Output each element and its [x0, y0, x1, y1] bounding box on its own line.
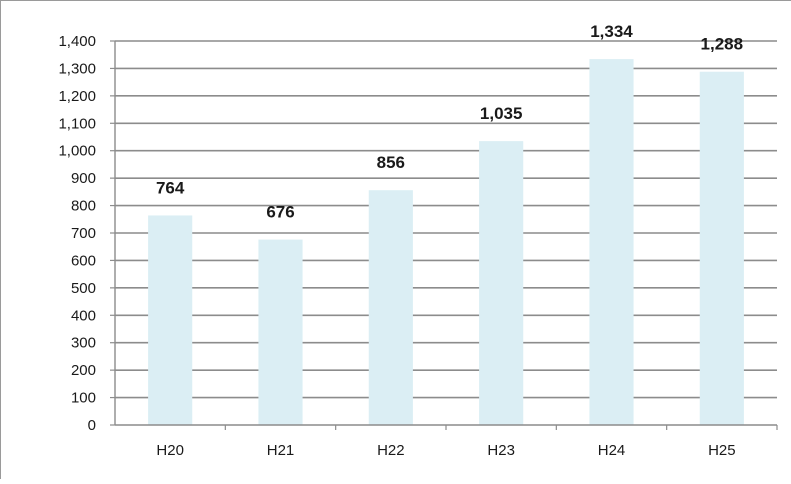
y-tick-label: 300 — [71, 335, 96, 352]
x-tick-label: H22 — [377, 442, 405, 459]
y-tick-label: 800 — [71, 198, 96, 215]
bars — [148, 59, 744, 426]
y-tick-label: 400 — [71, 307, 96, 324]
y-tick-label: 200 — [71, 362, 96, 379]
data-label: 1,288 — [701, 35, 744, 54]
bar-h20 — [148, 215, 193, 425]
y-tick-label: 1,400 — [58, 33, 96, 50]
bar-h23 — [479, 141, 524, 425]
y-tick-label: 1,000 — [58, 143, 96, 160]
x-tick-label: H21 — [267, 442, 295, 459]
x-tick-label: H25 — [708, 442, 736, 459]
y-tick-label: 900 — [71, 170, 96, 187]
bar-h22 — [368, 190, 413, 425]
bar-h21 — [258, 239, 303, 425]
y-tick-label: 600 — [71, 252, 96, 269]
bar-h25 — [699, 71, 744, 425]
y-tick-label: 1,100 — [58, 115, 96, 132]
x-tick-label: H23 — [487, 442, 515, 459]
bar-h24 — [589, 59, 634, 426]
y-tick-label: 500 — [71, 280, 96, 297]
gridlines — [115, 40, 777, 399]
data-label: 764 — [156, 178, 185, 197]
axes — [110, 40, 778, 430]
data-labels: 764 676 856 1,035 1,334 1,288 — [156, 22, 743, 221]
y-tick-label: 1,300 — [58, 60, 96, 77]
data-label: 1,035 — [480, 104, 523, 123]
data-label: 856 — [377, 153, 405, 172]
y-tick-label: 100 — [71, 390, 96, 407]
data-label: 1,334 — [590, 22, 633, 41]
x-tick-label: H24 — [598, 442, 626, 459]
y-tick-label: 1,200 — [58, 88, 96, 105]
y-tick-labels: 0 100 200 300 400 500 600 700 800 900 1,000 1,100 1,… — [58, 33, 96, 434]
y-tick-label: 0 — [88, 417, 96, 434]
y-tick-label: 700 — [71, 225, 96, 242]
x-tick-labels: H20 H21 H22 H23 H24 H25 — [156, 442, 735, 459]
data-label: 676 — [266, 203, 294, 222]
x-tick-label: H20 — [156, 442, 184, 459]
